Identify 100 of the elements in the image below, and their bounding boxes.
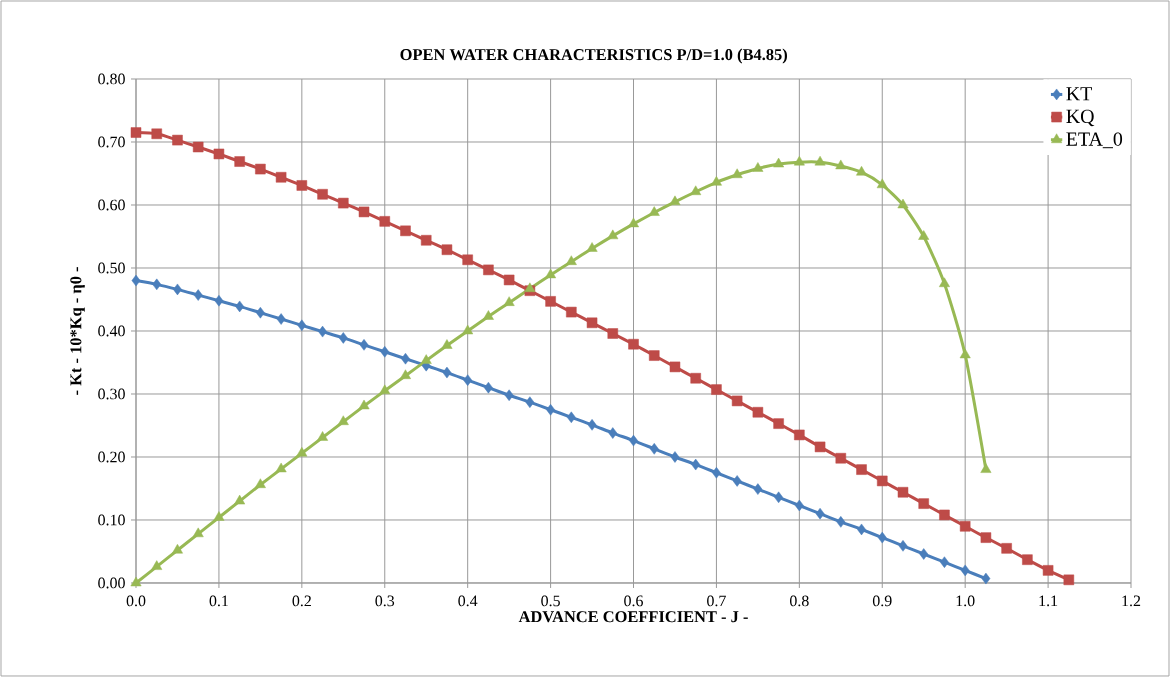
point — [525, 396, 535, 408]
point — [463, 374, 473, 386]
point — [275, 462, 287, 473]
y-tick-label: 0.60 — [98, 199, 125, 211]
point — [441, 244, 453, 255]
y-tick-label: 0.50 — [98, 262, 125, 274]
point — [814, 441, 826, 453]
x-tick-label: 0.8 — [789, 595, 809, 607]
point — [276, 313, 286, 325]
point — [213, 148, 225, 160]
point — [193, 289, 203, 301]
point — [234, 494, 246, 505]
point — [876, 178, 888, 189]
point — [358, 399, 370, 410]
point — [980, 463, 992, 473]
point — [711, 384, 722, 395]
point — [794, 499, 804, 512]
y-tick-label: 0.40 — [98, 325, 125, 337]
point — [130, 127, 142, 138]
point — [919, 548, 929, 560]
point — [379, 384, 391, 395]
point — [275, 172, 287, 183]
point — [482, 310, 494, 320]
x-tick-label: 0.5 — [541, 595, 560, 607]
point — [731, 395, 743, 407]
point — [628, 338, 639, 350]
point — [670, 451, 680, 463]
point — [152, 278, 162, 291]
point — [940, 556, 949, 568]
point — [234, 156, 245, 167]
point — [628, 217, 639, 228]
point — [504, 389, 514, 401]
point — [483, 264, 494, 276]
point — [648, 350, 660, 361]
y-tick-label: 0.30 — [98, 388, 125, 400]
point — [214, 295, 224, 307]
point — [1063, 574, 1075, 586]
point — [400, 225, 411, 237]
point — [856, 165, 867, 176]
x-axis-title: ADVANCE COEFFICIENT - J - — [518, 611, 748, 623]
point — [918, 498, 929, 509]
point — [897, 198, 909, 209]
legend-label: ETA_0 — [1066, 132, 1123, 149]
point — [131, 274, 141, 287]
point — [773, 157, 785, 168]
point — [192, 141, 204, 153]
point — [1001, 543, 1012, 554]
point — [752, 407, 764, 418]
point — [503, 274, 515, 286]
point — [732, 475, 742, 487]
point — [586, 317, 598, 329]
point — [192, 527, 204, 538]
point — [565, 255, 577, 265]
point — [359, 339, 369, 351]
point — [981, 572, 991, 585]
point — [380, 346, 390, 358]
point — [151, 128, 162, 140]
point — [420, 235, 432, 246]
x-tick-label: 1.1 — [1039, 595, 1058, 607]
point — [338, 332, 348, 344]
point — [255, 163, 266, 175]
point — [939, 509, 950, 521]
point — [669, 195, 681, 206]
point — [814, 155, 826, 166]
y-tick-label: 0.70 — [98, 136, 125, 148]
point — [835, 453, 847, 464]
point — [794, 429, 805, 441]
point — [959, 348, 971, 359]
point — [690, 185, 702, 196]
point — [442, 366, 452, 379]
y-tick-label: 0.20 — [98, 451, 125, 463]
x-tick-label: 0.9 — [872, 595, 892, 607]
point — [669, 361, 681, 373]
point — [691, 458, 701, 471]
point — [959, 521, 971, 532]
point — [1042, 565, 1054, 576]
point — [566, 411, 576, 424]
point — [836, 516, 846, 528]
point — [815, 507, 825, 520]
x-tick-label: 0.1 — [209, 595, 228, 607]
point — [297, 319, 307, 332]
point — [400, 369, 411, 379]
point — [172, 134, 183, 146]
point — [648, 206, 660, 216]
x-tick-label: 1.0 — [956, 595, 975, 607]
point — [379, 216, 391, 227]
point — [317, 189, 328, 200]
point — [337, 415, 349, 425]
x-tick-label: 0.6 — [624, 595, 643, 607]
x-tick-label: 1.2 — [1122, 595, 1141, 607]
point — [898, 540, 908, 552]
point — [731, 168, 743, 178]
y-tick-label: 0.80 — [98, 73, 125, 85]
x-tick-label: 0.3 — [375, 595, 395, 607]
point — [608, 427, 618, 439]
y-tick-label: 0.10 — [98, 514, 125, 526]
point — [835, 159, 847, 170]
legend-label: KQ — [1066, 109, 1095, 127]
point — [939, 277, 950, 287]
point — [960, 564, 970, 577]
